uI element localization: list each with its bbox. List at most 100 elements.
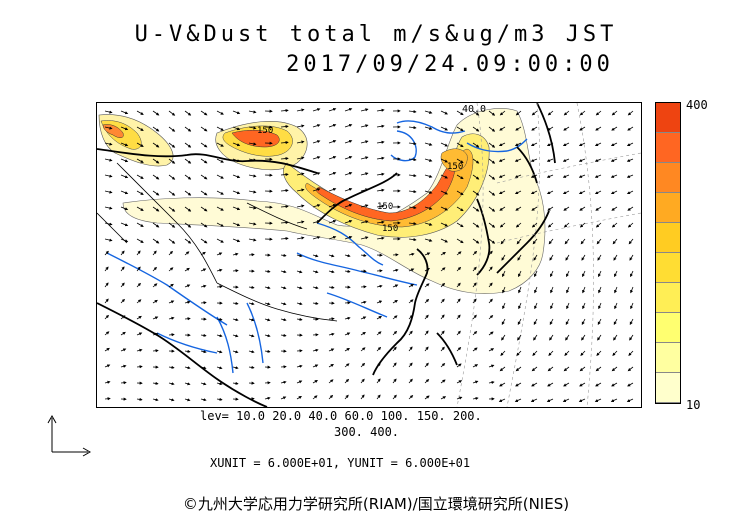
wind-arrow <box>514 398 522 402</box>
wind-arrow <box>136 397 143 401</box>
wind-arrow <box>472 396 479 401</box>
wind-arrow <box>531 366 538 372</box>
wind-arrow <box>547 206 554 211</box>
wind-arrow <box>376 220 385 224</box>
wind-arrow <box>104 174 113 178</box>
wind-arrow <box>547 126 554 131</box>
wind-arrow <box>248 222 257 226</box>
wind-arrow <box>264 318 271 322</box>
wind-arrow <box>248 238 257 242</box>
dust-map: 40.0 150 150 150 150 <box>96 102 642 408</box>
wind-arrow <box>630 270 634 278</box>
wind-arrow <box>440 267 446 272</box>
wind-arrow <box>184 126 192 132</box>
wind-arrow <box>472 380 479 384</box>
dust-plume-outer <box>122 108 546 295</box>
wind-arrow <box>498 174 506 178</box>
wind-arrow <box>120 126 129 131</box>
wind-arrow <box>440 206 449 211</box>
wind-arrow <box>312 204 321 208</box>
wind-arrow <box>184 398 191 402</box>
wind-arrow <box>530 142 538 147</box>
wind-arrow <box>595 222 602 228</box>
wind-arrow <box>548 350 554 356</box>
wind-arrow <box>579 110 586 116</box>
wind-arrow <box>280 302 287 306</box>
wind-arrow <box>550 270 554 278</box>
colorbar-band <box>656 133 680 163</box>
wind-arrow <box>232 350 239 354</box>
wind-arrow <box>472 250 478 256</box>
wind-arrow <box>120 222 129 227</box>
wind-arrow <box>312 395 318 400</box>
wind-arrow <box>408 126 417 130</box>
wind-arrow <box>312 270 319 274</box>
wind-arrow <box>594 142 602 147</box>
wind-arrow <box>360 140 369 144</box>
wind-arrow <box>517 334 522 341</box>
wind-arrow <box>424 142 433 146</box>
wind-arrow <box>136 222 144 227</box>
wind-arrow <box>578 190 586 195</box>
colorbar-band <box>656 163 680 193</box>
wind-arrow <box>518 302 522 310</box>
wind-arrow <box>360 236 369 240</box>
wind-arrow <box>248 334 255 338</box>
wind-arrow <box>296 236 305 240</box>
wind-arrow <box>456 298 461 304</box>
wind-arrow <box>120 266 125 272</box>
wind-arrow <box>168 283 174 288</box>
wind-arrow <box>611 110 618 116</box>
wind-arrow <box>440 298 445 304</box>
wind-arrow <box>216 397 223 401</box>
wind-arrow <box>216 382 223 386</box>
wind-arrow <box>488 222 496 228</box>
wind-arrow <box>280 188 289 193</box>
wind-arrow <box>517 318 522 326</box>
colorbar-band <box>656 283 680 313</box>
wind-arrow <box>312 364 319 368</box>
wind-arrow <box>296 286 303 290</box>
wind-arrow <box>472 364 479 368</box>
wind-arrow <box>168 126 176 132</box>
wind-arrow <box>104 266 109 272</box>
wind-arrow <box>472 206 480 212</box>
wind-arrow <box>501 334 506 341</box>
wind-arrow <box>296 380 303 384</box>
wind-arrow <box>248 365 255 369</box>
wind-arrow <box>408 378 413 384</box>
wind-arrow <box>360 220 369 224</box>
wind-arrow <box>629 254 634 261</box>
wind-arrow <box>566 286 570 294</box>
wind-arrow <box>472 142 480 148</box>
wind-arrow <box>578 398 586 402</box>
wind-arrow <box>152 381 159 385</box>
colorbar-band <box>656 253 680 283</box>
wind-arrow <box>312 236 321 240</box>
wind-arrow <box>232 269 239 273</box>
wind-arrow <box>184 251 190 256</box>
wind-arrow <box>184 382 191 386</box>
wind-arrow <box>184 349 191 353</box>
wind-arrow <box>597 254 602 261</box>
wind-arrow <box>515 126 522 131</box>
wind-arrow <box>563 366 570 372</box>
wind-arrow <box>547 382 554 387</box>
wind-arrow <box>328 187 337 192</box>
wind-arrow <box>200 238 208 244</box>
wind-arrow <box>580 238 586 245</box>
wind-arrow <box>184 300 191 304</box>
wind-arrow <box>488 364 495 368</box>
wind-arrow <box>488 380 495 385</box>
wind-arrow <box>564 238 570 245</box>
wind-arrow <box>547 110 554 116</box>
wind-arrow <box>152 110 160 116</box>
wind-arrow <box>424 252 431 256</box>
wind-arrow <box>546 174 554 178</box>
wind-arrow <box>376 362 381 368</box>
wind-arrow <box>328 107 337 112</box>
wind-arrow <box>184 158 192 164</box>
wind-arrow <box>136 126 144 131</box>
wind-arrow <box>136 174 144 179</box>
wind-arrow <box>440 222 449 227</box>
